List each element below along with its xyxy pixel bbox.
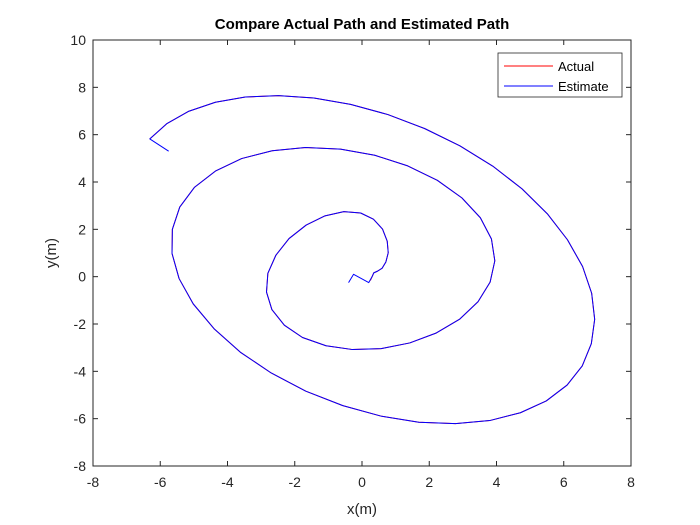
legend-label-actual: Actual bbox=[558, 59, 594, 74]
legend: Actual Estimate bbox=[497, 52, 623, 98]
chart-title: Compare Actual Path and Estimated Path bbox=[215, 16, 510, 33]
legend-label-estimate: Estimate bbox=[558, 79, 609, 94]
series-line-estimate bbox=[149, 95, 596, 425]
x-tick-label: -4 bbox=[221, 474, 234, 490]
y-tick-label: 4 bbox=[78, 174, 86, 190]
y-tick-label: -2 bbox=[74, 316, 87, 332]
x-tick-label: 8 bbox=[627, 474, 635, 490]
axes-layer: -8 -6 -4 -2 0 2 4 6 8 -8 -6 -4 -2 0 2 4 6 8 10 bbox=[70, 32, 635, 490]
y-tick-label: 8 bbox=[78, 79, 86, 95]
x-tick-label: 4 bbox=[493, 474, 501, 490]
y-tick-label: 10 bbox=[70, 32, 86, 48]
x-tick-label: -2 bbox=[289, 474, 302, 490]
x-axis-label: x(m) bbox=[347, 501, 377, 518]
x-tick-label: 0 bbox=[358, 474, 366, 490]
legend-box bbox=[497, 52, 623, 98]
plot-area bbox=[93, 40, 631, 466]
y-axis-label: y(m) bbox=[43, 238, 60, 268]
x-tick-label: 2 bbox=[425, 474, 433, 490]
series-layer bbox=[149, 95, 596, 425]
y-tick-label: -8 bbox=[74, 458, 87, 474]
y-tick-label: 0 bbox=[78, 269, 86, 285]
y-tick-label: -4 bbox=[74, 363, 87, 379]
x-tick-label: 6 bbox=[560, 474, 568, 490]
y-tick-label: -6 bbox=[74, 411, 87, 427]
y-tick-label: 2 bbox=[78, 221, 86, 237]
x-tick-label: -6 bbox=[154, 474, 167, 490]
x-tick-label: -8 bbox=[87, 474, 100, 490]
y-tick-label: 6 bbox=[78, 127, 86, 143]
